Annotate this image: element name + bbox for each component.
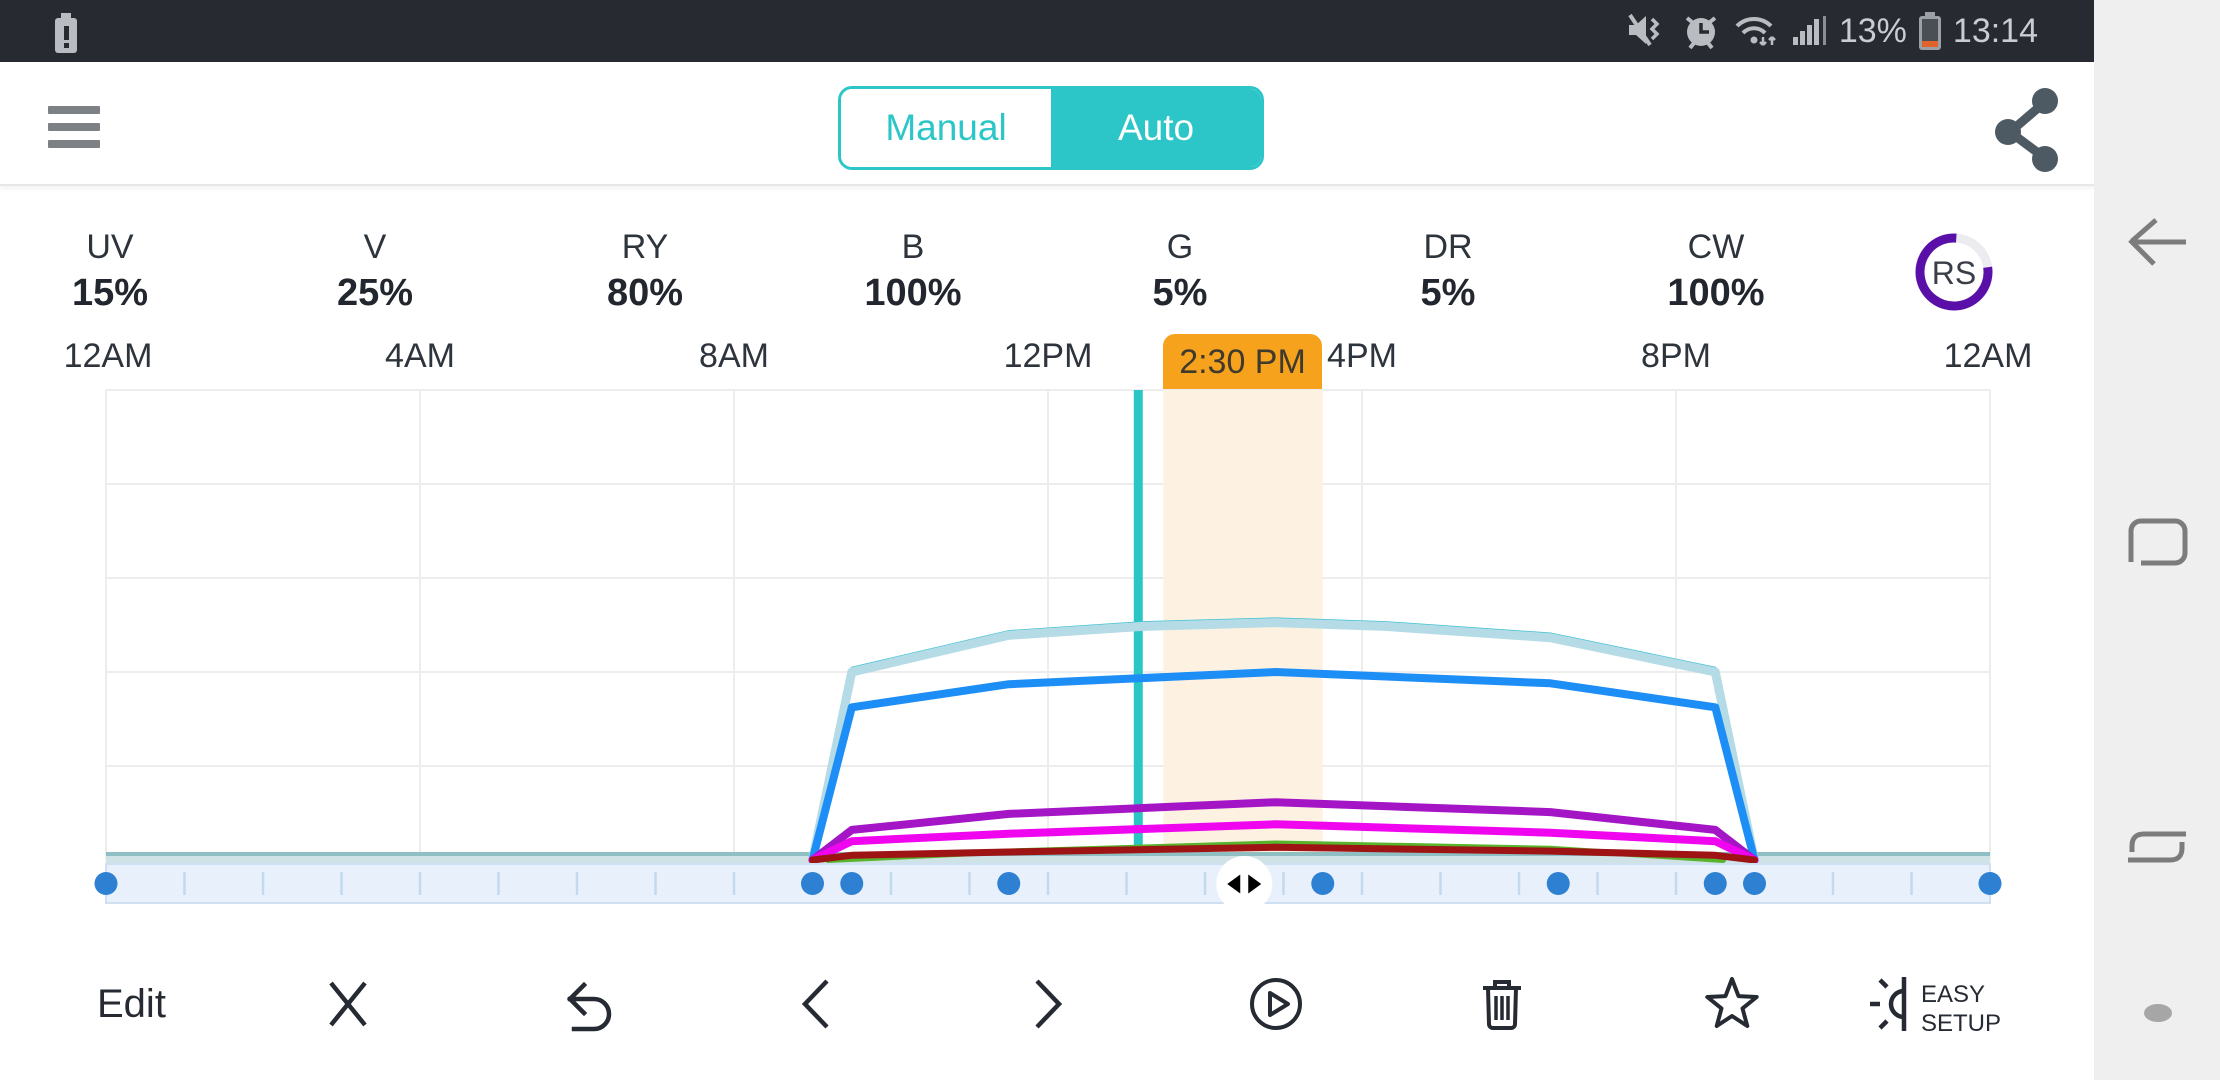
rs-badge-label: RS — [1932, 255, 1976, 291]
chevron-right-icon[interactable] — [1009, 969, 1079, 1039]
curve-pale-blue — [808, 618, 1759, 865]
time-label-4pm: 4PM — [1327, 337, 1397, 375]
battery-alert-icon — [55, 13, 77, 53]
easy-setup-line2: SETUP — [1921, 1010, 2002, 1037]
curve-purple — [808, 798, 1759, 864]
channel-name: V — [363, 228, 387, 266]
signal-strength-icon — [1792, 16, 1826, 45]
easy-setup-icon[interactable] — [1862, 969, 1922, 1039]
toggle-auto[interactable]: Auto — [1051, 89, 1261, 167]
share-icon[interactable] — [1993, 86, 2069, 174]
channel-ry[interactable]: RY 80% — [540, 228, 750, 315]
channel-value: 25% — [336, 272, 414, 314]
channel-name: G — [1166, 228, 1194, 266]
time-label-4am: 4AM — [385, 337, 455, 375]
alarm-icon — [1685, 16, 1717, 50]
schedule-point-dot[interactable] — [94, 872, 118, 895]
time-label-12am: 12AM — [63, 337, 153, 375]
toggle-manual[interactable]: Manual — [841, 89, 1051, 167]
schedule-point-dot[interactable] — [1546, 872, 1570, 895]
channel-value: 15% — [71, 272, 149, 314]
time-label-12pm: 12PM — [1003, 337, 1093, 375]
time-label-12am-end: 12AM — [1943, 337, 2033, 375]
nav-handle-dot[interactable] — [2142, 1002, 2174, 1024]
time-label-8am: 8AM — [699, 337, 769, 375]
mode-toggle: Manual Auto — [838, 86, 1264, 170]
rs-progress-badge[interactable]: RS — [1910, 228, 1998, 316]
easy-setup-label[interactable]: EASY SETUP — [1921, 980, 2001, 1038]
undo-icon[interactable] — [550, 969, 620, 1045]
channel-uv[interactable]: UV 15% — [5, 228, 215, 315]
channel-name: B — [901, 228, 925, 266]
edit-button[interactable]: Edit — [97, 982, 166, 1026]
chevron-left-icon[interactable] — [785, 969, 855, 1039]
clock-text: 13:14 — [1952, 11, 2038, 50]
schedule-point-dot[interactable] — [801, 872, 824, 895]
easy-setup-line1: EASY — [1921, 981, 1986, 1008]
mute-vibrate-icon — [1628, 13, 1660, 47]
baseline-bar — [106, 856, 1990, 864]
channel-value: 100% — [864, 272, 962, 314]
channel-v[interactable]: V 25% — [270, 228, 480, 315]
channel-value: 80% — [606, 272, 684, 314]
wifi-icon — [1735, 16, 1776, 46]
close-icon[interactable] — [313, 969, 383, 1039]
schedule-point-dot[interactable] — [1311, 872, 1335, 895]
star-icon[interactable] — [1697, 967, 1767, 1041]
channel-cw[interactable]: CW 100% — [1611, 228, 1821, 315]
status-bar: 13% 13:14 — [0, 0, 2094, 62]
channel-value: 5% — [1420, 272, 1476, 314]
time-label-8pm: 8PM — [1641, 337, 1711, 375]
play-icon[interactable] — [1241, 969, 1311, 1039]
nav-back-icon[interactable] — [2122, 214, 2192, 274]
channel-value: 100% — [1667, 272, 1765, 314]
battery-icon — [1918, 12, 1941, 50]
handle-left-arrow-icon — [1227, 874, 1241, 894]
schedule-point-dot[interactable] — [1703, 872, 1727, 895]
curve-magenta — [808, 820, 1759, 864]
time-drag-handle[interactable] — [1216, 856, 1273, 912]
schedule-chart — [94, 389, 2002, 912]
schedule-point-dot[interactable] — [1743, 872, 1766, 895]
menu-icon[interactable] — [48, 106, 100, 148]
nav-sidebar — [2094, 0, 2220, 1080]
channel-name: DR — [1423, 228, 1473, 266]
channel-dr[interactable]: DR 5% — [1343, 228, 1553, 315]
trash-icon[interactable] — [1467, 969, 1537, 1039]
handle-right-arrow-icon — [1248, 874, 1262, 894]
schedule-point-dot[interactable] — [1978, 872, 2002, 895]
nav-multi-window-icon[interactable] — [2122, 820, 2192, 874]
schedule-point-dot[interactable] — [997, 872, 1021, 895]
channel-g[interactable]: G 5% — [1075, 228, 1285, 315]
channel-value: 5% — [1152, 272, 1208, 314]
channel-name: RY — [621, 228, 669, 266]
nav-recent-apps-icon[interactable] — [2126, 516, 2190, 570]
schedule-point-dot[interactable] — [840, 872, 864, 895]
curve-blue — [808, 668, 1759, 864]
channel-name: UV — [86, 228, 134, 266]
battery-percent-text: 13% — [1838, 11, 1907, 50]
channel-name: CW — [1687, 228, 1745, 266]
channel-b[interactable]: B 100% — [808, 228, 1018, 315]
selected-time-badge[interactable]: 2:30 PM — [1163, 334, 1322, 391]
curve-dark-red — [809, 843, 1758, 864]
